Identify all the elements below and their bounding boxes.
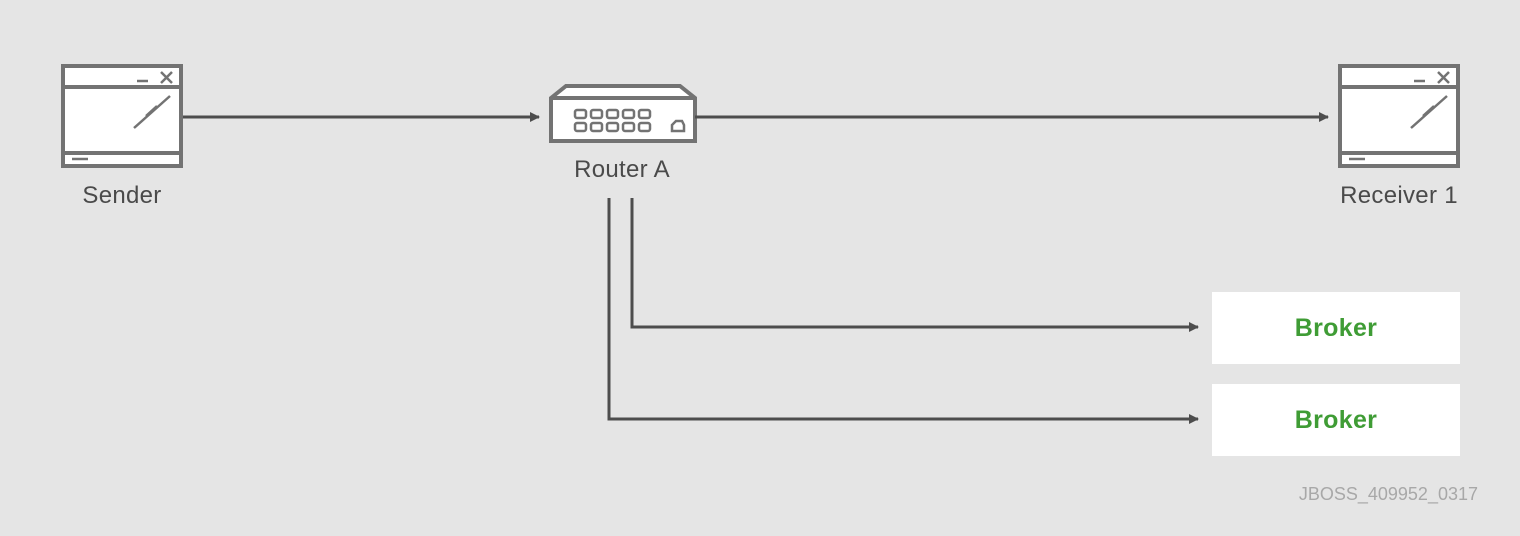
broker-label: Broker <box>1294 313 1378 342</box>
broker-box-1: Broker <box>1212 292 1460 364</box>
router-icon <box>549 84 697 143</box>
sender-label: Sender <box>82 182 162 209</box>
edge-router-broker-2 <box>607 198 1199 424</box>
figure-id: JBOSS_409952_0317 <box>1298 484 1478 504</box>
router-label: Router A <box>574 156 670 183</box>
receiver-computer-icon <box>1338 64 1460 168</box>
broker-label: Broker <box>1294 405 1378 434</box>
broker-box-2: Broker <box>1212 384 1460 456</box>
edges <box>183 112 1329 424</box>
receiver-label: Receiver 1 <box>1340 182 1458 209</box>
sender-computer-icon <box>61 64 183 168</box>
edge-router-broker-1 <box>630 198 1199 332</box>
